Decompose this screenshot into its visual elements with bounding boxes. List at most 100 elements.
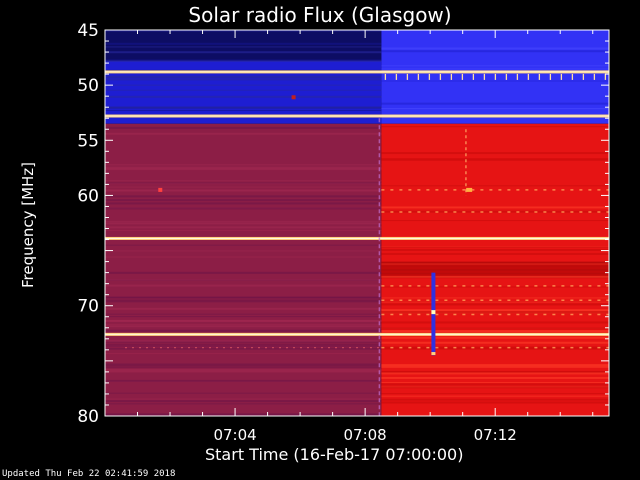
burst-tail [431, 352, 436, 356]
texture-streak [381, 364, 609, 367]
texture-streak [381, 270, 609, 273]
texture-streak [381, 274, 609, 276]
texture-streak [381, 297, 609, 299]
texture-streak [105, 60, 382, 62]
texture-streak [381, 376, 609, 379]
y-tick-label: 70 [77, 297, 99, 317]
updated-timestamp: Updated Thu Feb 22 02:41:59 2018 [2, 469, 176, 479]
y-tick-label: 55 [77, 131, 99, 151]
texture-streak [105, 183, 382, 185]
y-tick-label: 45 [77, 21, 99, 41]
texture-streak [381, 347, 609, 350]
texture-streak [381, 126, 609, 128]
texture-streak [105, 109, 382, 111]
texture-streak [105, 78, 382, 81]
texture-streak [381, 185, 609, 187]
texture-streak [381, 68, 609, 70]
texture-streak [105, 392, 382, 394]
texture-streak [105, 413, 382, 415]
spot [291, 95, 296, 100]
texture-streak [381, 386, 609, 389]
texture-streak [105, 199, 382, 202]
texture-streak [381, 264, 609, 267]
texture-streak [105, 398, 382, 400]
texture-streak [105, 51, 382, 54]
texture-streak [381, 398, 609, 401]
texture-streak [381, 341, 609, 344]
x-tick-label: 07:08 [344, 426, 387, 444]
y-tick-label: 60 [77, 186, 99, 206]
texture-streak [105, 284, 382, 287]
texture-streak [105, 89, 382, 91]
texture-streak [105, 343, 382, 345]
spot [466, 187, 473, 192]
texture-streak [381, 336, 609, 339]
texture-streak [105, 222, 382, 225]
chart-title: Solar radio Flux (Glasgow) [188, 3, 452, 27]
plot-border [104, 29, 610, 417]
texture-streak [105, 180, 382, 182]
texture-streak [105, 46, 382, 48]
texture-streak [105, 300, 382, 303]
texture-streak [381, 321, 609, 324]
texture-streak [105, 250, 382, 252]
texture-streak [105, 353, 382, 355]
texture-streak [381, 158, 609, 161]
texture-streak [381, 80, 609, 82]
region-dark-top [105, 30, 382, 61]
texture-streak [381, 206, 609, 209]
texture-streak [381, 327, 609, 330]
texture-streak [105, 207, 382, 210]
texture-streak [105, 60, 382, 62]
texture-streak [381, 311, 609, 314]
texture-streak [105, 95, 382, 98]
texture-streak [105, 296, 382, 298]
texture-streak [381, 395, 609, 397]
texture-streak [381, 309, 609, 312]
texture-streak [381, 286, 609, 288]
texture-streak [381, 102, 609, 105]
texture-streak [381, 301, 609, 303]
texture-streak [381, 365, 609, 368]
texture-streak [105, 59, 382, 61]
texture-streak [381, 50, 609, 53]
texture-streak [381, 220, 609, 222]
texture-streak [381, 383, 609, 386]
texture-streak [105, 271, 382, 274]
texture-streak [381, 303, 609, 306]
texture-streak [381, 152, 609, 155]
texture-streak [105, 339, 382, 342]
texture-streak [105, 126, 382, 129]
y-axis-label: Frequency [MHz] [19, 161, 37, 289]
texture-streak [381, 275, 609, 278]
texture-streak [105, 344, 382, 347]
texture-streak [105, 42, 382, 45]
texture-streak [381, 330, 609, 333]
texture-streak [105, 195, 382, 198]
texture-streak [381, 382, 609, 384]
texture-streak [381, 210, 609, 213]
texture-streak [105, 168, 382, 171]
texture-streak [381, 401, 609, 404]
texture-streak [381, 47, 609, 50]
texture-streak [105, 256, 382, 258]
texture-streak [105, 316, 382, 318]
texture-streak [105, 313, 382, 315]
texture-streak [381, 246, 609, 248]
texture-streak [105, 323, 382, 325]
spot [158, 187, 163, 192]
texture-streak [105, 229, 382, 231]
texture-streak [105, 368, 382, 371]
texture-streak [105, 164, 382, 166]
texture-streak [105, 400, 382, 403]
texture-streak [105, 307, 382, 310]
texture-streak [105, 370, 382, 372]
texture-streak [381, 372, 609, 375]
texture-streak [105, 379, 382, 382]
texture-streak [105, 367, 382, 369]
texture-streak [105, 106, 382, 109]
texture-streak [105, 319, 382, 322]
texture-streak [381, 108, 609, 110]
texture-streak [105, 220, 382, 222]
